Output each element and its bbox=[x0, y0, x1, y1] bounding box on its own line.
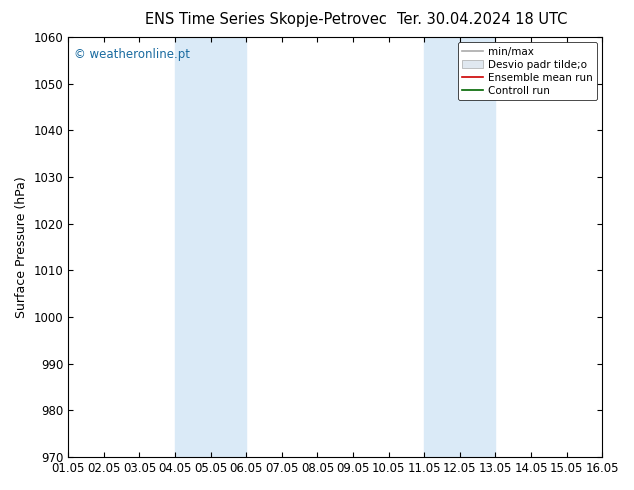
Text: ENS Time Series Skopje-Petrovec: ENS Time Series Skopje-Petrovec bbox=[145, 12, 387, 27]
Text: © weatheronline.pt: © weatheronline.pt bbox=[74, 48, 190, 61]
Bar bbox=[424, 37, 495, 457]
Text: Ter. 30.04.2024 18 UTC: Ter. 30.04.2024 18 UTC bbox=[397, 12, 567, 27]
Bar bbox=[175, 37, 246, 457]
Y-axis label: Surface Pressure (hPa): Surface Pressure (hPa) bbox=[15, 176, 28, 318]
Legend: min/max, Desvio padr tilde;o, Ensemble mean run, Controll run: min/max, Desvio padr tilde;o, Ensemble m… bbox=[458, 42, 597, 100]
